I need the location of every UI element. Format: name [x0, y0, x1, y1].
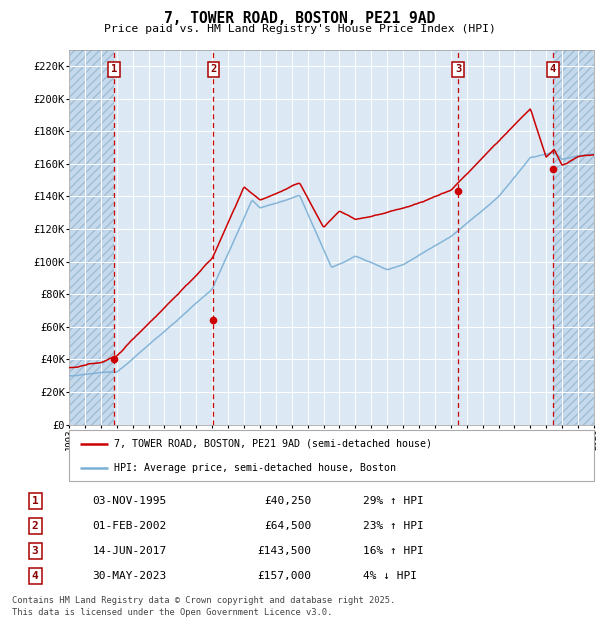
Text: 3: 3 — [32, 546, 38, 556]
Text: 29% ↑ HPI: 29% ↑ HPI — [364, 496, 424, 506]
Text: 4% ↓ HPI: 4% ↓ HPI — [364, 570, 418, 581]
Text: 2: 2 — [32, 521, 38, 531]
Text: 01-FEB-2002: 01-FEB-2002 — [92, 521, 167, 531]
Text: 14-JUN-2017: 14-JUN-2017 — [92, 546, 167, 556]
Text: £157,000: £157,000 — [257, 570, 311, 581]
Text: £40,250: £40,250 — [264, 496, 311, 506]
Text: 3: 3 — [455, 64, 461, 74]
Text: £64,500: £64,500 — [264, 521, 311, 531]
Text: 7, TOWER ROAD, BOSTON, PE21 9AD (semi-detached house): 7, TOWER ROAD, BOSTON, PE21 9AD (semi-de… — [113, 439, 431, 449]
Text: 7, TOWER ROAD, BOSTON, PE21 9AD: 7, TOWER ROAD, BOSTON, PE21 9AD — [164, 11, 436, 26]
Text: 4: 4 — [32, 570, 38, 581]
Text: £143,500: £143,500 — [257, 546, 311, 556]
Text: 2: 2 — [211, 64, 217, 74]
FancyBboxPatch shape — [69, 430, 594, 480]
Bar — [553, 50, 594, 425]
Text: HPI: Average price, semi-detached house, Boston: HPI: Average price, semi-detached house,… — [113, 463, 395, 473]
Text: 03-NOV-1995: 03-NOV-1995 — [92, 496, 167, 506]
Text: 23% ↑ HPI: 23% ↑ HPI — [364, 521, 424, 531]
Bar — [69, 50, 114, 425]
Bar — [69, 50, 114, 425]
Text: 30-MAY-2023: 30-MAY-2023 — [92, 570, 167, 581]
Bar — [553, 50, 594, 425]
Text: 1: 1 — [32, 496, 38, 506]
Text: 4: 4 — [550, 64, 556, 74]
Text: Price paid vs. HM Land Registry's House Price Index (HPI): Price paid vs. HM Land Registry's House … — [104, 24, 496, 33]
Text: 1: 1 — [111, 64, 118, 74]
Text: Contains HM Land Registry data © Crown copyright and database right 2025.
This d: Contains HM Land Registry data © Crown c… — [12, 596, 395, 617]
Text: 16% ↑ HPI: 16% ↑ HPI — [364, 546, 424, 556]
